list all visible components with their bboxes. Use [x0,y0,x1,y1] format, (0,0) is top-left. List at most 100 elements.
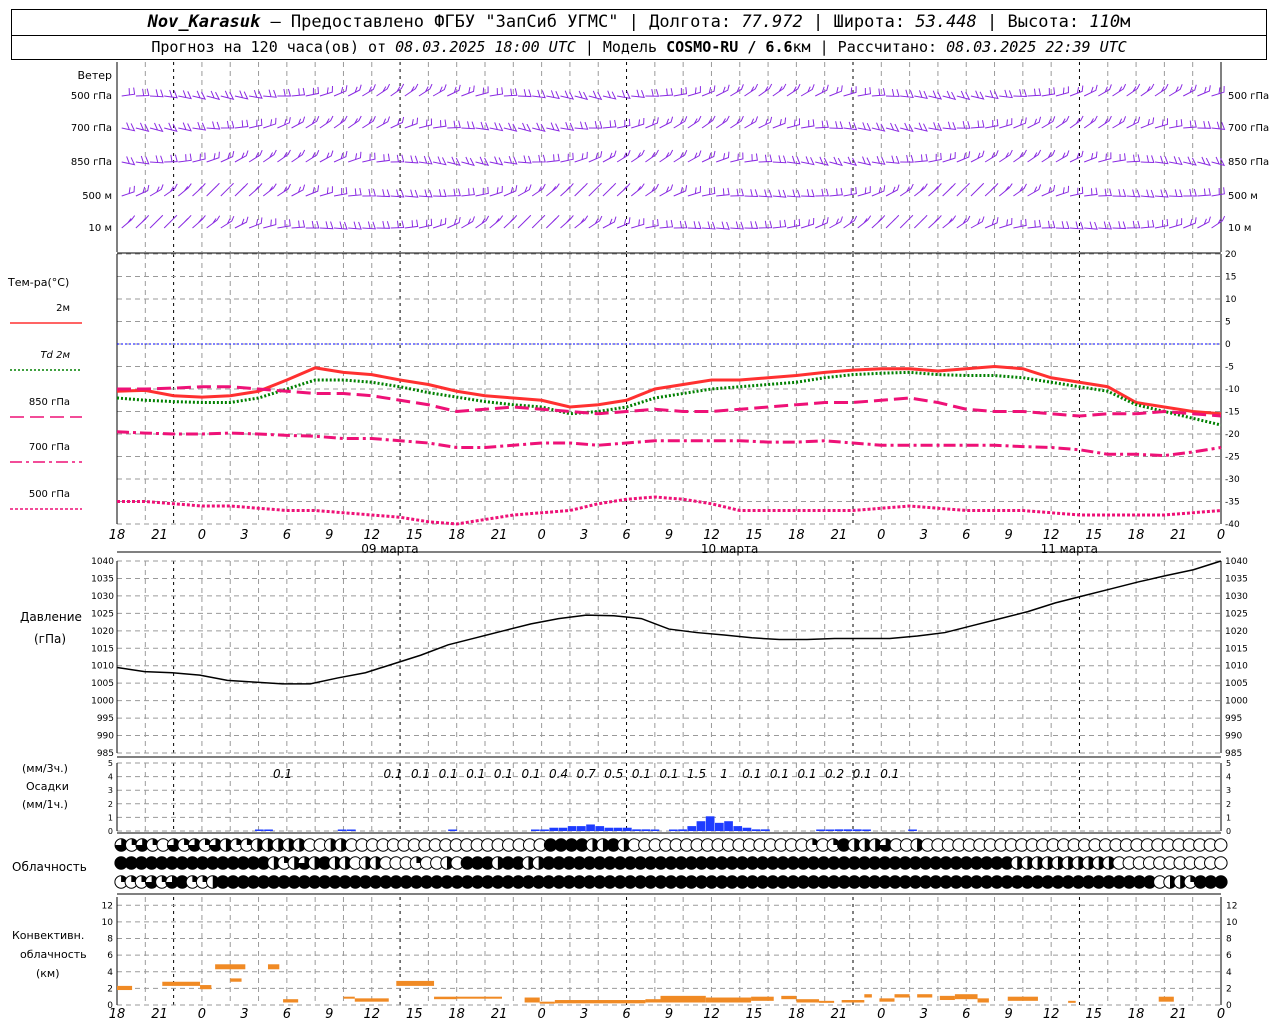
precip-3h-value: 0.1 [383,767,402,781]
precip-3h-value: 0.7 [577,767,596,781]
temp-tick-right: -30 [1225,475,1240,485]
wind-barb [177,214,192,229]
time-axis-tick-label-bottom: 21 [831,1007,848,1022]
wind-barb [234,216,249,229]
wind-barb [928,215,942,229]
forecast-time: 08.03.2025 18:00 UTC [395,38,576,56]
wind-barb [574,121,589,130]
time-axis-tick-label: 12 [363,528,380,543]
wind-barb [164,89,178,99]
precip-bar [853,829,862,831]
model-label: | Модель [584,38,658,56]
cloud-symbol-fill [167,838,180,852]
precip-bar [816,829,825,831]
wind-barb [348,151,362,163]
wind-barb [234,182,249,197]
day-label: 10 марта [701,542,758,556]
precip-3h-value: 0.4 [549,767,568,781]
cloud-cover-symbol [826,838,841,852]
conv-tick-left: 12 [102,901,113,911]
cloud-cover-symbol [250,838,265,852]
cloud-symbol-fill [165,875,179,889]
cloud-cover-symbol [878,838,893,852]
wind-barb [418,83,433,97]
precip-tick-left: 3 [108,786,113,795]
wind-barb [489,215,504,229]
precip-tick-right: 3 [1226,786,1231,795]
wind-barb [885,184,900,197]
wind-barb [602,216,617,229]
wind-barb [248,217,263,229]
wind-barb [390,116,405,129]
wind-barb [701,85,716,97]
altitude-value: 110 [1089,12,1121,32]
time-axis-tick-label: 0 [1217,528,1225,543]
time-axis-tick-label-bottom: 18 [448,1007,465,1022]
wind-barb [1197,121,1212,129]
wind-barb [333,187,348,197]
altitude-label: | Высота: [987,12,1080,32]
wind-barb [347,84,362,97]
cloud-cover-symbol [323,838,338,852]
convective-cloud-bar [917,994,933,998]
wind-barb [531,214,546,229]
wind-barb [956,121,971,129]
cloud-symbol-fill [135,838,149,852]
conv-tick-right: 10 [1226,918,1238,928]
cloud-symbol-fill [145,875,158,889]
model-name: COSMO-RU / 6.6 [666,38,793,56]
wind-barb [970,90,985,100]
convective-cloud-bar [879,998,895,1002]
precip-3h-value: 0.1 [439,767,458,781]
wind-barb [1041,149,1056,163]
convective-cloud-bar [343,996,355,999]
time-axis-tick-label: 9 [665,528,673,543]
wind-barb [942,215,957,229]
precip-bar [531,829,540,831]
cloud-cover-symbol [1214,838,1228,852]
wind-barb [503,88,518,97]
wind-barb [121,215,136,229]
wind-barb [956,90,971,101]
wind-barb [305,185,320,197]
wind-level-label-right: 500 гПа [1228,91,1269,102]
pressure-tick-right: 985 [1225,749,1242,759]
wind-barb [149,184,164,197]
wind-barb [234,90,249,100]
wind-barb [1013,89,1028,98]
wind-barb [998,183,1013,197]
precip-bar [595,826,605,831]
wind-barb [248,118,263,129]
wind-barb [206,121,221,130]
wind-barb [418,118,433,129]
time-axis-tick-label: 18 [788,528,805,543]
wind-barb [461,121,476,130]
wind-barb [220,90,235,101]
wind-barb [546,122,560,132]
time-axis-tick-label: 6 [962,528,970,543]
precip-bar [567,826,577,831]
wind-barb [1069,115,1084,129]
wind-barb [291,87,306,97]
wind-barb [418,218,433,229]
precip-bar [632,829,641,831]
conv-tick-right: 6 [1226,951,1232,961]
wind-barb [1013,149,1027,163]
wind-barb [319,221,334,230]
wind-barb [404,117,419,129]
wind-barb [588,90,603,101]
precip-bar [733,826,743,831]
wind-barb [588,215,603,229]
wind-barb [461,156,475,167]
wind-barb [984,217,999,229]
wind-barb [829,187,843,197]
wind-barb [616,217,631,229]
wind-barb [1069,150,1084,163]
precip-tick-right: 1 [1226,813,1231,822]
wind-barb [149,214,164,229]
wind-barb [730,84,744,97]
wind-barb [503,185,518,197]
wind-barb [121,156,136,166]
cloud-cover-symbol [114,838,128,852]
time-axis-tick-label-bottom: 18 [109,1007,126,1022]
